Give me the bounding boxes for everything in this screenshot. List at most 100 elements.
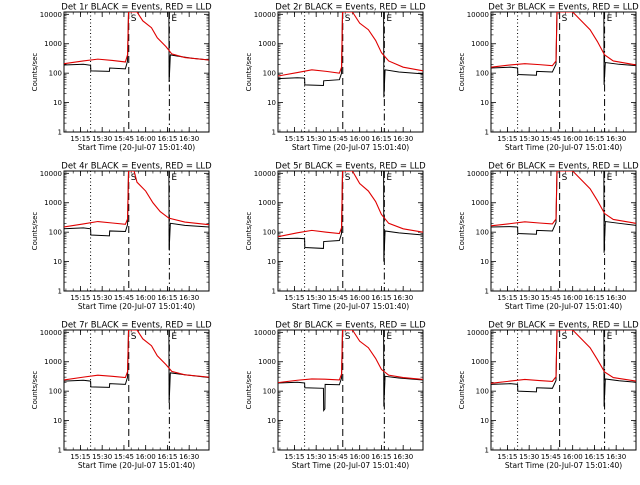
series-group — [491, 12, 636, 85]
panel-5: Det 5r BLACK = Events, RED = LLD 1 10 100 10… — [245, 162, 426, 312]
lld-line — [278, 171, 423, 238]
marker-label: S — [562, 14, 568, 24]
x-axis-label: Start Time (20-Jul-07 15:01:40) — [292, 461, 409, 470]
marker-label: S — [131, 173, 137, 183]
x-tick-label: 16:15 — [157, 294, 177, 302]
y-tick-label: 1 — [58, 447, 62, 455]
y-tick-label: 10000 — [254, 170, 276, 178]
series-group — [278, 171, 423, 262]
x-tick-label: 16:30 — [179, 135, 199, 143]
x-tick-label: 15:15 — [70, 135, 90, 143]
events-line — [278, 171, 423, 262]
y-axis-label: Counts/sec — [245, 53, 253, 92]
lld-line — [64, 330, 209, 381]
series-group — [278, 330, 423, 413]
x-tick-label: 16:15 — [584, 453, 604, 461]
y-tick-label: 1 — [485, 129, 489, 137]
x-axis-label: Start Time (20-Jul-07 15:01:40) — [292, 143, 409, 152]
x-tick-label: 16:00 — [136, 135, 156, 143]
x-tick-label: 16:15 — [371, 135, 391, 143]
x-tick-label: 16:15 — [584, 294, 604, 302]
marker-label: E — [607, 14, 613, 24]
y-tick-label: 10000 — [40, 329, 62, 337]
x-tick-label: 15:45 — [114, 294, 134, 302]
panel-7: Det 7r BLACK = Events, RED = LLD 1 10 100 10… — [31, 321, 212, 471]
panel-title: Det 7r BLACK = Events, RED = LLD — [61, 321, 212, 331]
series-group — [278, 12, 423, 98]
y-tick-label: 1000 — [258, 40, 276, 48]
x-tick-label: 15:15 — [497, 294, 517, 302]
panel-8: Det 8r BLACK = Events, RED = LLD 1 10 100 10… — [245, 321, 426, 471]
y-tick-label: 1 — [272, 129, 276, 137]
x-tick-label: 16:30 — [393, 294, 413, 302]
x-axis-label: Start Time (20-Jul-07 15:01:40) — [78, 143, 195, 152]
y-tick-label: 1000 — [471, 358, 489, 366]
x-tick-label: 15:30 — [519, 294, 539, 302]
x-tick-label: 16:30 — [393, 135, 413, 143]
y-tick-label: 100 — [263, 70, 276, 78]
x-tick-label: 16:00 — [563, 135, 583, 143]
x-tick-label: 15:45 — [114, 453, 134, 461]
y-tick-label: 1000 — [44, 199, 62, 207]
y-tick-label: 10 — [480, 417, 489, 425]
events-line — [64, 12, 209, 83]
y-tick-label: 10 — [53, 417, 62, 425]
y-tick-label: 10 — [267, 417, 276, 425]
y-tick-label: 10000 — [254, 329, 276, 337]
lld-line — [491, 330, 636, 384]
x-tick-label: 15:45 — [541, 294, 561, 302]
x-tick-label: 16:00 — [136, 453, 156, 461]
y-tick-label: 100 — [49, 70, 62, 78]
x-tick-label: 16:30 — [393, 453, 413, 461]
x-tick-label: 16:15 — [371, 294, 391, 302]
panel-6: Det 6r BLACK = Events, RED = LLD 1 10 100 10… — [458, 162, 639, 312]
y-tick-label: 1000 — [471, 40, 489, 48]
panel-title: Det 4r BLACK = Events, RED = LLD — [61, 162, 212, 172]
x-tick-label: 15:15 — [497, 453, 517, 461]
panel-4: Det 4r BLACK = Events, RED = LLD 1 10 100 10… — [31, 162, 212, 312]
marker-label: E — [171, 14, 177, 24]
lld-line — [278, 12, 423, 77]
panel-2: Det 2r BLACK = Events, RED = LLD 1 10 100 10… — [245, 3, 426, 153]
y-tick-label: 1000 — [44, 358, 62, 366]
y-axis-label: Counts/sec — [458, 53, 466, 92]
y-axis-label: Counts/sec — [31, 212, 39, 251]
x-tick-label: 16:15 — [157, 453, 177, 461]
x-tick-label: 15:30 — [92, 294, 112, 302]
y-tick-label: 1000 — [44, 40, 62, 48]
x-tick-label: 16:30 — [606, 453, 626, 461]
x-tick-label: 16:00 — [563, 294, 583, 302]
y-tick-label: 10 — [480, 258, 489, 266]
y-tick-label: 100 — [263, 388, 276, 396]
events-line — [278, 12, 423, 98]
x-tick-label: 15:30 — [306, 294, 326, 302]
x-tick-label: 15:30 — [519, 453, 539, 461]
x-tick-label: 15:45 — [328, 294, 348, 302]
x-tick-label: 16:15 — [371, 453, 391, 461]
y-tick-label: 10000 — [254, 11, 276, 19]
y-tick-label: 1 — [58, 129, 62, 137]
x-tick-label: 15:15 — [70, 453, 90, 461]
x-tick-label: 16:00 — [350, 135, 370, 143]
y-tick-label: 100 — [49, 388, 62, 396]
y-tick-label: 10 — [267, 99, 276, 107]
panel-1: Det 1r BLACK = Events, RED = LLD 1 10 100 10… — [31, 3, 212, 153]
y-axis-label: Counts/sec — [31, 53, 39, 92]
events-line — [491, 12, 636, 85]
x-tick-label: 15:45 — [541, 135, 561, 143]
y-tick-label: 10000 — [40, 170, 62, 178]
y-tick-label: 1000 — [258, 358, 276, 366]
panel-title: Det 8r BLACK = Events, RED = LLD — [275, 321, 426, 331]
y-tick-label: 10 — [53, 258, 62, 266]
x-axis-label: Start Time (20-Jul-07 15:01:40) — [505, 461, 622, 470]
y-tick-label: 10000 — [467, 11, 489, 19]
x-tick-label: 16:15 — [584, 135, 604, 143]
panel-title: Det 9r BLACK = Events, RED = LLD — [488, 321, 639, 331]
x-axis-label: Start Time (20-Jul-07 15:01:40) — [78, 302, 195, 311]
lld-line — [278, 330, 423, 384]
lld-line — [64, 12, 209, 65]
marker-label: S — [131, 332, 137, 342]
y-tick-label: 10000 — [467, 170, 489, 178]
